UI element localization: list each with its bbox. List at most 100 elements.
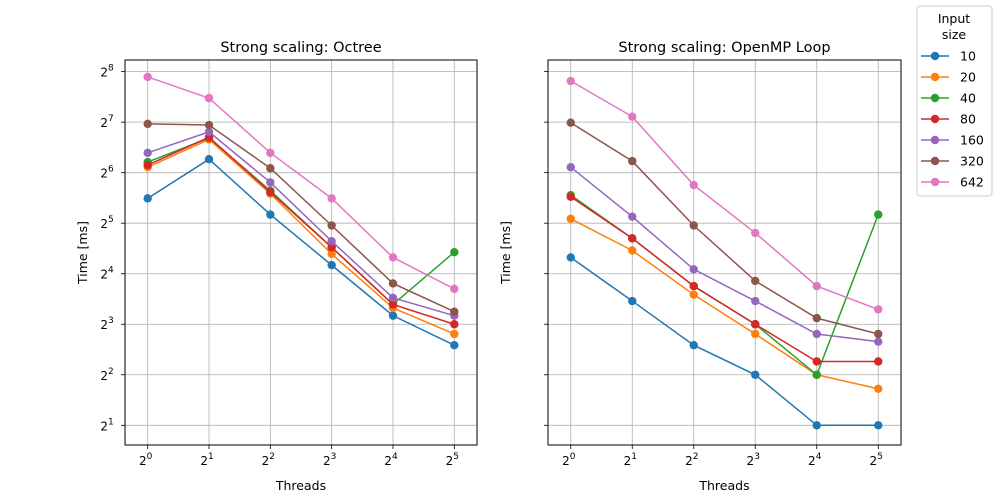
data-point bbox=[689, 341, 698, 350]
legend-label: 160 bbox=[960, 133, 984, 148]
data-point bbox=[327, 260, 336, 270]
x-tick-exponent: 4 bbox=[392, 452, 398, 462]
x-tick-exponent: 3 bbox=[754, 452, 760, 462]
y-tick-exponent: 5 bbox=[108, 215, 114, 225]
legend-entry: 160 bbox=[921, 133, 984, 148]
data-point bbox=[628, 112, 637, 121]
data-point bbox=[566, 253, 575, 262]
legend-label: 10 bbox=[960, 49, 976, 64]
data-point bbox=[689, 265, 698, 274]
legend-entry: 642 bbox=[921, 175, 984, 190]
series-lines bbox=[566, 76, 883, 430]
data-point bbox=[628, 156, 637, 166]
data-point bbox=[751, 370, 760, 379]
legend-entry: 80 bbox=[921, 112, 976, 127]
data-point bbox=[812, 421, 821, 430]
data-point bbox=[812, 357, 821, 366]
data-point bbox=[143, 148, 152, 158]
legend-entry: 20 bbox=[921, 70, 976, 85]
data-point bbox=[327, 243, 336, 252]
data-point bbox=[566, 214, 575, 223]
data-point bbox=[812, 281, 821, 291]
data-point bbox=[689, 180, 698, 190]
series-line bbox=[147, 136, 455, 325]
series-642 bbox=[566, 76, 883, 314]
data-point bbox=[628, 246, 637, 255]
data-point bbox=[450, 320, 459, 329]
data-point bbox=[751, 296, 760, 306]
legend-title-line-1: Input bbox=[938, 11, 970, 26]
data-point bbox=[628, 234, 637, 243]
data-point bbox=[812, 329, 821, 339]
x-axis-label: Threads bbox=[275, 478, 326, 493]
x-tick-exponent: 1 bbox=[208, 452, 214, 462]
data-point bbox=[566, 118, 575, 127]
data-point bbox=[388, 253, 398, 262]
series-10 bbox=[143, 154, 459, 350]
data-point bbox=[874, 329, 883, 339]
x-tick-exponent: 0 bbox=[147, 452, 153, 462]
data-point bbox=[450, 307, 459, 316]
data-point bbox=[266, 164, 275, 173]
series-line bbox=[147, 76, 455, 290]
data-point bbox=[143, 160, 152, 170]
x-tick-exponent: 3 bbox=[331, 452, 337, 462]
y-tick-exponent: 4 bbox=[108, 266, 114, 276]
series-80 bbox=[566, 192, 883, 366]
legend-label: 642 bbox=[960, 175, 984, 190]
legend: Input size 10 20 40 80 160 320 642 bbox=[916, 5, 993, 197]
data-point bbox=[628, 212, 637, 221]
series-642 bbox=[143, 72, 459, 294]
series-320 bbox=[143, 119, 459, 316]
series-320 bbox=[566, 118, 883, 339]
legend-marker bbox=[930, 51, 940, 61]
data-point bbox=[388, 279, 398, 288]
series-line bbox=[570, 218, 879, 390]
legend-label: 80 bbox=[960, 112, 976, 127]
series-160 bbox=[566, 162, 883, 346]
data-point bbox=[388, 300, 398, 309]
data-point bbox=[143, 194, 152, 203]
y-tick-exponent: 1 bbox=[108, 417, 114, 427]
data-point bbox=[450, 341, 459, 350]
y-tick-exponent: 2 bbox=[108, 367, 114, 377]
data-point bbox=[266, 210, 275, 219]
data-point bbox=[874, 357, 883, 366]
legend-entry: 10 bbox=[921, 49, 976, 64]
data-point bbox=[689, 290, 698, 299]
data-point bbox=[874, 337, 883, 346]
data-point bbox=[812, 313, 821, 323]
legend-marker bbox=[930, 93, 940, 103]
data-point bbox=[689, 281, 698, 291]
data-point bbox=[388, 311, 398, 320]
data-point bbox=[566, 162, 575, 172]
series-80 bbox=[143, 133, 459, 329]
data-point bbox=[266, 187, 275, 197]
series-lines bbox=[143, 72, 459, 350]
legend-marker bbox=[930, 114, 940, 124]
x-tick-exponent: 2 bbox=[693, 452, 699, 462]
legend-label: 320 bbox=[960, 154, 984, 169]
series-line bbox=[570, 122, 879, 335]
legend-marker bbox=[930, 156, 940, 166]
y-tick-exponent: 8 bbox=[108, 64, 114, 74]
x-tick-exponent: 4 bbox=[816, 452, 822, 462]
series-line bbox=[147, 158, 455, 346]
data-point bbox=[388, 293, 398, 302]
data-point bbox=[874, 305, 883, 314]
y-axis-label: Time [ms] bbox=[75, 221, 90, 285]
y-tick-exponent: 6 bbox=[108, 165, 114, 175]
x-axis-label: Threads bbox=[698, 478, 749, 493]
series-10 bbox=[566, 253, 883, 430]
data-point bbox=[628, 296, 637, 306]
data-point bbox=[204, 154, 214, 164]
data-point bbox=[751, 329, 760, 339]
legend-label: 20 bbox=[960, 70, 976, 85]
series-line bbox=[570, 196, 879, 363]
y-axis-label: Time [ms] bbox=[498, 221, 513, 285]
y-tick-exponent: 3 bbox=[108, 316, 114, 326]
data-point bbox=[266, 148, 275, 158]
data-point bbox=[204, 120, 214, 130]
